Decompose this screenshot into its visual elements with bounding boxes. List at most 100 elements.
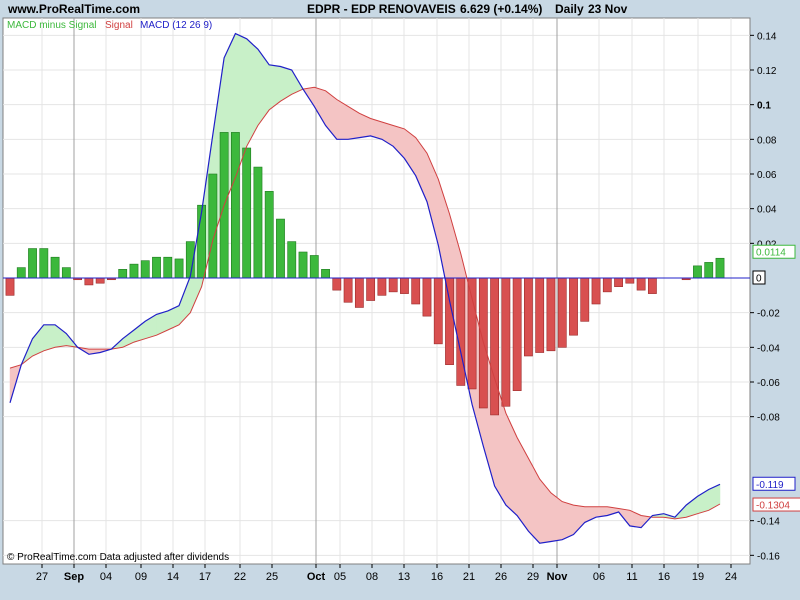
x-tick-label: 27	[36, 571, 48, 583]
fill-segment	[561, 501, 574, 541]
x-tick-label: 11	[626, 571, 637, 583]
histogram-bar-positive	[298, 251, 308, 279]
x-tick-label: 25	[266, 571, 278, 583]
period-label: Daily	[555, 2, 584, 16]
last-value-label: 0.0114	[756, 248, 786, 259]
histogram-bar-positive	[208, 173, 218, 279]
histogram-bar-negative	[557, 277, 567, 348]
histogram-bar-positive	[276, 218, 285, 279]
histogram-bar-positive	[309, 255, 319, 279]
y-tick-label: 0.04	[757, 205, 777, 216]
histogram-bar-negative	[546, 277, 556, 352]
price-change: 6.629 (+0.14%)	[460, 2, 543, 16]
x-tick-label: 08	[366, 571, 378, 583]
histogram-bar-positive	[129, 263, 139, 279]
y-tick-label: 0.06	[757, 170, 777, 181]
histogram-bar-negative	[456, 277, 466, 386]
x-tick-label: 26	[495, 571, 507, 583]
histogram-bar-positive	[61, 267, 71, 279]
x-tick-label: 22	[234, 571, 246, 583]
last-value-label: 0	[756, 274, 762, 285]
x-tick-label: Nov	[547, 571, 569, 583]
histogram-bar-positive	[152, 256, 161, 279]
histogram-bar-negative	[467, 277, 477, 390]
y-tick-label: -0.08	[757, 413, 780, 424]
y-tick-label: -0.06	[757, 378, 780, 389]
histogram-bar-positive	[118, 269, 128, 279]
histogram-bar-negative	[400, 277, 409, 294]
histogram-bar-positive	[287, 241, 297, 279]
y-tick-label: -0.02	[757, 309, 780, 320]
histogram-bar-negative	[5, 277, 15, 296]
histogram-bar-positive	[28, 248, 37, 279]
y-tick-label: -0.04	[757, 343, 780, 354]
histogram-bar-negative	[501, 277, 511, 407]
histogram-bar-positive	[253, 166, 263, 279]
x-tick-label: 24	[725, 571, 737, 583]
x-tick-label: 06	[593, 571, 605, 583]
histogram-bar-positive	[140, 260, 150, 279]
histogram-bar-negative	[388, 277, 398, 293]
last-value-box	[752, 476, 796, 491]
histogram-bar-negative	[95, 277, 105, 284]
histogram-bar-positive	[50, 256, 60, 279]
histogram-bar-negative	[411, 277, 421, 305]
y-tick-label: -0.14	[757, 517, 780, 528]
x-tick-label: Sep	[64, 571, 84, 583]
x-tick-label: 13	[398, 571, 410, 583]
x-tick-label: 16	[658, 571, 670, 583]
x-tick-label: 14	[167, 571, 179, 583]
histogram	[5, 132, 725, 416]
histogram-bar-negative	[647, 277, 657, 294]
histogram-bar-positive	[174, 258, 184, 279]
histogram-bar-negative	[580, 277, 590, 322]
x-tick-label: 29	[527, 571, 539, 583]
site-url[interactable]: www.ProRealTime.com	[8, 2, 141, 16]
x-tick-label: 17	[199, 571, 211, 583]
histogram-bar-negative	[512, 277, 522, 391]
last-value-box	[752, 244, 796, 259]
histogram-bar-negative	[445, 277, 454, 365]
last-value-box	[752, 270, 766, 285]
x-tick-label: Oct	[307, 571, 326, 583]
signal-line	[9, 86, 721, 520]
histogram-bar-negative	[636, 277, 646, 291]
histogram-bar-positive	[16, 267, 26, 279]
histogram-bar-positive	[693, 265, 702, 279]
y-tick-label: 0.14	[757, 31, 777, 42]
histogram-bar-negative	[422, 277, 432, 317]
histogram-bar-negative	[591, 277, 601, 305]
x-tick-label: 21	[463, 571, 475, 583]
histogram-bar-positive	[39, 248, 49, 279]
x-tick-label: 16	[431, 571, 443, 583]
plot-area	[2, 17, 751, 565]
histogram-bar-negative	[535, 277, 545, 353]
date-label: 23 Nov	[588, 2, 628, 16]
histogram-bar-positive	[230, 132, 240, 279]
legend-macd: MACD (12 26 9)	[140, 20, 212, 31]
x-tick-label: 04	[100, 571, 112, 583]
y-tick-label: 0.12	[757, 66, 777, 77]
histogram-bar-positive	[715, 257, 725, 279]
x-axis: 27 Sep 04 09 14 17 22 25 Oct 05 08 13 16 21 26 29 Nov 06 1…	[36, 564, 737, 583]
histogram-bar-negative	[602, 277, 612, 293]
fill-segment	[43, 324, 56, 352]
symbol-title: EDPR - EDP RENOVAVEIS	[307, 2, 456, 16]
macd-line	[9, 32, 721, 544]
y-tick-label: 0.1	[757, 101, 771, 112]
x-tick-label: 19	[692, 571, 704, 583]
last-value-label: -0.119	[756, 480, 784, 491]
histogram-bar-negative	[625, 277, 635, 284]
histogram-bar-positive	[242, 147, 252, 279]
histogram-bar-negative	[377, 277, 387, 296]
footer-note: © ProRealTime.com Data adjusted after di…	[7, 552, 229, 563]
histogram-bar-positive	[163, 256, 173, 279]
y-tick-label: 0.08	[757, 135, 777, 146]
histogram-bar-positive	[704, 262, 714, 279]
x-tick-label: 09	[135, 571, 147, 583]
last-value-badges: 0.0114 0 -0.119 -0.1304	[752, 244, 800, 512]
histogram-bar-positive	[197, 204, 206, 279]
y-tick-label: -0.16	[757, 551, 780, 562]
